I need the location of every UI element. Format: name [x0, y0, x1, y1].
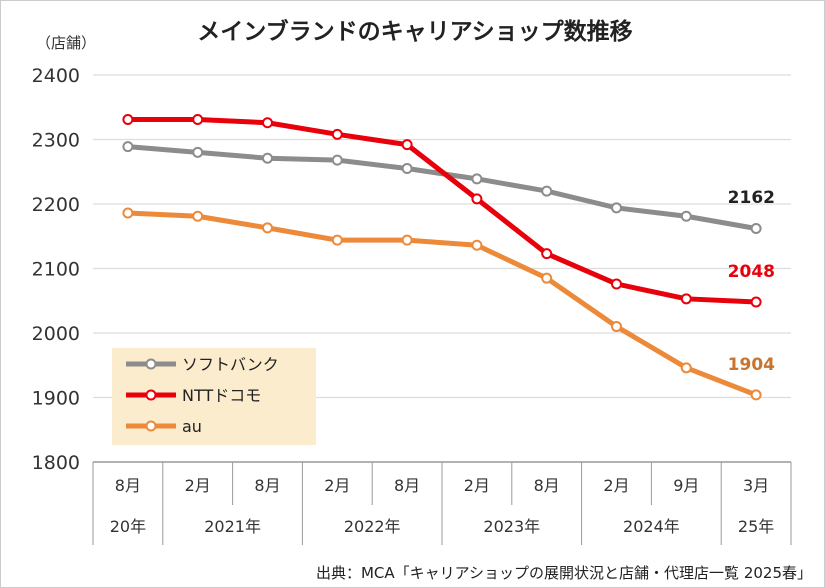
data-point — [471, 239, 483, 251]
data-point — [262, 152, 273, 164]
end-value-label: 1904 — [728, 355, 775, 375]
x-tick-year: 2024年 — [623, 517, 680, 536]
data-point — [611, 321, 622, 333]
y-tick-label: 2100 — [32, 259, 80, 281]
data-point — [401, 163, 413, 175]
data-point — [331, 234, 343, 246]
x-tick-year: 2022年 — [344, 517, 401, 536]
source-note: 出典：MCA「キャリアショップの展開状況と店舗・代理店一覧 2025春」 — [316, 564, 812, 582]
data-point — [750, 223, 762, 235]
data-point — [262, 222, 273, 234]
x-tick-year: 25年 — [738, 517, 774, 536]
data-point — [192, 114, 204, 126]
data-point — [541, 248, 553, 260]
data-point — [541, 272, 553, 284]
end-value-label: 2048 — [728, 262, 775, 282]
x-tick-month: 2月 — [185, 476, 211, 495]
legend-label: ソフトバンク — [182, 355, 279, 374]
data-point — [122, 141, 134, 153]
data-point — [401, 234, 413, 246]
y-axis-unit: （店舗） — [36, 34, 96, 52]
data-point — [262, 117, 273, 129]
y-tick-label: 2400 — [32, 65, 80, 87]
x-tick-month: 9月 — [673, 476, 699, 495]
data-point — [750, 296, 762, 308]
data-point — [122, 114, 134, 126]
data-point — [401, 139, 413, 151]
data-point — [680, 362, 692, 374]
data-point — [192, 210, 204, 222]
y-tick-label: 2300 — [32, 130, 80, 152]
legend-label: NTTドコモ — [182, 386, 261, 405]
end-value-label: 2162 — [728, 188, 775, 208]
y-tick-label: 1800 — [32, 452, 80, 474]
data-point — [611, 278, 622, 290]
series-line — [127, 117, 757, 305]
x-tick-month: 8月 — [254, 476, 280, 495]
data-point — [541, 185, 553, 197]
x-tick-month: 8月 — [115, 476, 141, 495]
data-point — [331, 154, 343, 166]
legend-marker — [145, 389, 157, 401]
data-point — [680, 210, 692, 222]
data-point — [750, 389, 762, 401]
x-tick-month: 3月 — [743, 476, 769, 495]
y-tick-label: 2200 — [32, 194, 80, 216]
x-tick-month: 8月 — [394, 476, 420, 495]
x-tick-month: 2月 — [464, 476, 490, 495]
data-point — [471, 193, 483, 205]
data-point — [331, 128, 343, 140]
data-point — [611, 202, 622, 214]
chart-title: メインブランドのキャリアショップ数推移 — [197, 18, 632, 45]
data-point — [122, 207, 134, 219]
x-tick-month: 2月 — [603, 476, 629, 495]
y-tick-label: 2000 — [32, 323, 80, 345]
y-tick-label: 1900 — [32, 388, 80, 410]
x-tick-year: 2021年 — [204, 517, 261, 536]
series-line — [127, 144, 757, 231]
data-point — [471, 173, 483, 185]
legend-marker — [145, 358, 157, 370]
legend-marker — [145, 420, 157, 432]
x-tick-month: 8月 — [534, 476, 560, 495]
legend-label: au — [182, 417, 202, 436]
x-tick-year: 20年 — [110, 517, 146, 536]
x-tick-month: 2月 — [324, 476, 350, 495]
x-tick-year: 2023年 — [483, 517, 540, 536]
data-point — [192, 146, 204, 158]
data-point — [680, 293, 692, 305]
series-line — [127, 210, 758, 398]
